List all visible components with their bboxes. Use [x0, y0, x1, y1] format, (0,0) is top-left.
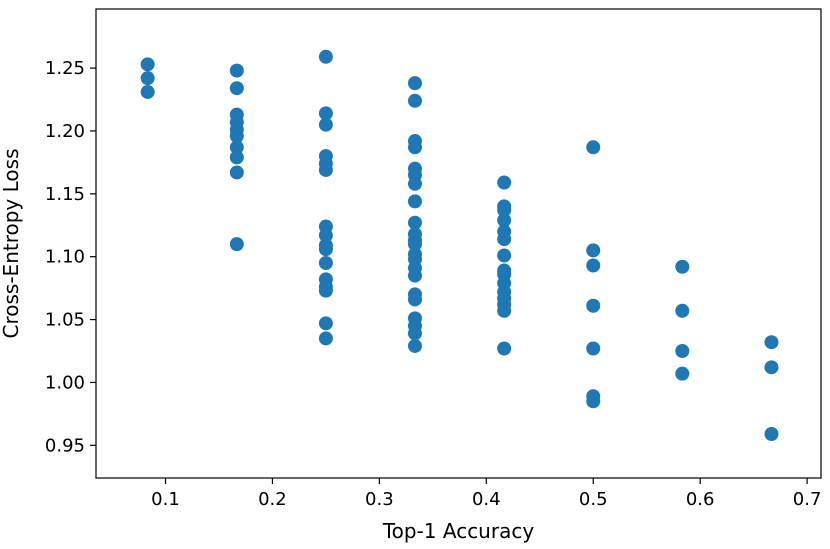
scatter-point	[318, 106, 333, 121]
plot-frame	[95, 8, 822, 479]
scatter-point	[407, 237, 422, 252]
scatter-point	[497, 303, 512, 318]
scatter-point	[497, 341, 512, 356]
x-tick-label: 0.3	[365, 489, 394, 510]
scatter-point	[586, 140, 601, 155]
scatter-point	[318, 49, 333, 64]
scatter-point	[318, 255, 333, 270]
x-axis-ticks: 0.1 0.2 0.3 0.4 0.5 0.6 0.7	[151, 478, 821, 510]
scatter-point	[407, 176, 422, 191]
scatter-point	[229, 140, 244, 155]
y-tick-label: 1.15	[45, 184, 85, 205]
scatter-point	[229, 150, 244, 165]
scatter-point	[140, 84, 155, 99]
scatter-point	[497, 203, 512, 218]
y-tick-label: 1.25	[45, 58, 85, 79]
scatter-point	[764, 335, 779, 350]
scatter-point	[586, 243, 601, 258]
scatter-point	[407, 292, 422, 307]
scatter-point	[586, 258, 601, 273]
x-tick-label: 0.7	[793, 489, 822, 510]
scatter-point	[407, 76, 422, 91]
scatter-point	[140, 57, 155, 72]
x-tick-label: 0.1	[151, 489, 180, 510]
data-points	[140, 49, 779, 441]
scatter-point	[497, 175, 512, 190]
scatter-point	[229, 81, 244, 96]
scatter-point	[407, 326, 422, 341]
scatter-point	[586, 298, 601, 313]
scatter-point	[407, 194, 422, 209]
scatter-point	[407, 338, 422, 353]
scatter-point	[407, 93, 422, 108]
scatter-point	[586, 341, 601, 356]
scatter-point	[586, 394, 601, 409]
y-tick-label: 1.20	[45, 121, 85, 142]
y-tick-label: 0.95	[45, 435, 85, 456]
scatter-point	[229, 128, 244, 143]
scatter-point	[318, 242, 333, 257]
scatter-point	[497, 213, 512, 228]
scatter-point	[407, 268, 422, 283]
scatter-point	[764, 426, 779, 441]
scatter-point	[675, 366, 690, 381]
scatter-point	[318, 331, 333, 346]
y-tick-label: 1.10	[45, 247, 85, 268]
x-axis-label: Top-1 Accuracy	[382, 519, 535, 543]
scatter-point	[140, 71, 155, 86]
y-tick-label: 1.05	[45, 310, 85, 331]
scatter-point	[407, 215, 422, 230]
x-tick-label: 0.6	[686, 489, 715, 510]
scatter-point	[497, 232, 512, 247]
y-axis-label: Cross-Entropy Loss	[0, 149, 23, 339]
x-tick-label: 0.2	[258, 489, 287, 510]
scatter-point	[229, 63, 244, 78]
y-tick-label: 1.00	[45, 372, 85, 393]
scatter-point	[318, 283, 333, 298]
scatter-point	[407, 140, 422, 155]
scatter-point	[318, 117, 333, 132]
scatter-point	[229, 237, 244, 252]
scatter-point	[318, 316, 333, 331]
scatter-point	[318, 228, 333, 243]
scatter-point	[497, 248, 512, 263]
y-axis-ticks: 0.95 1.00 1.05 1.10 1.15 1.20 1.25	[45, 58, 96, 456]
scatter-point	[675, 259, 690, 274]
scatter-point	[764, 360, 779, 375]
x-tick-label: 0.5	[579, 489, 608, 510]
scatter-point	[229, 165, 244, 180]
scatter-point	[675, 303, 690, 318]
x-tick-label: 0.4	[472, 489, 501, 510]
scatter-point	[675, 344, 690, 359]
scatter-point	[318, 162, 333, 177]
